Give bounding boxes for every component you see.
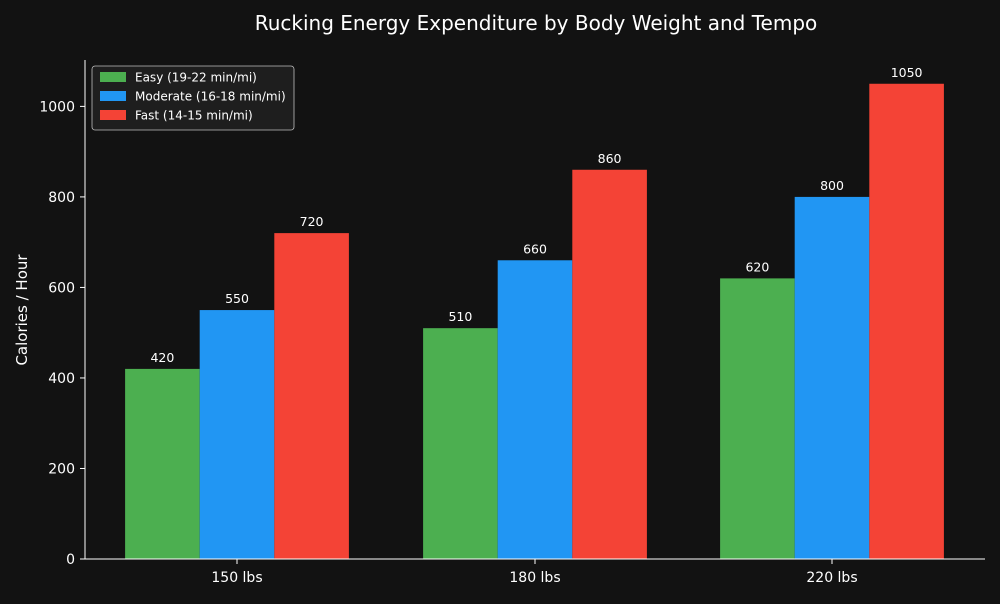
y-tick-label: 600 <box>48 280 75 296</box>
y-axis-label: Calories / Hour <box>13 254 31 366</box>
legend-label: Fast (14-15 min/mi) <box>135 109 253 123</box>
value-labels-layer: 420 510 620 550 660 800 720 860 1050 <box>150 65 922 365</box>
x-tick-label: 220 lbs <box>806 570 857 586</box>
y-tick-label: 0 <box>66 552 75 568</box>
bar-value-label: 800 <box>820 178 844 193</box>
bar-value-label: 720 <box>300 214 324 229</box>
legend-box <box>91 65 295 131</box>
bars-layer <box>125 83 944 559</box>
legend-swatch <box>100 110 126 120</box>
bar-180-lbs-moderate <box>497 260 573 559</box>
chart-title: Rucking Energy Expenditure by Body Weigh… <box>255 11 818 35</box>
bar-value-label: 550 <box>225 291 249 306</box>
y-tick-label: 400 <box>48 371 75 387</box>
x-tick-label: 180 lbs <box>509 570 560 586</box>
legend-label: Easy (19-22 min/mi) <box>135 71 257 85</box>
bar-180-lbs-fast <box>572 169 647 559</box>
bar-value-label: 1050 <box>891 65 923 80</box>
legend: Easy (19-22 min/mi) Moderate (16-18 min/m… <box>91 65 295 131</box>
x-tick-label: 150 lbs <box>211 570 262 586</box>
bar-150-lbs-moderate <box>199 310 275 559</box>
bar-180-lbs-easy <box>423 328 498 559</box>
legend-swatch <box>100 91 126 101</box>
bar-value-label: 660 <box>523 241 547 256</box>
y-tick-label: 1000 <box>39 99 75 115</box>
bar-220-lbs-easy <box>720 278 795 559</box>
bar-value-label: 510 <box>448 309 472 324</box>
bar-150-lbs-easy <box>125 368 200 559</box>
y-tick-label: 800 <box>48 190 75 206</box>
bar-value-label: 860 <box>598 151 622 166</box>
bar-150-lbs-fast <box>274 233 349 559</box>
bar-value-label: 620 <box>745 259 769 274</box>
bar-220-lbs-fast <box>869 83 944 559</box>
legend-label: Moderate (16-18 min/mi) <box>135 90 286 104</box>
bar-value-label: 420 <box>150 350 174 365</box>
legend-swatch <box>100 72 126 82</box>
y-tick-label: 200 <box>48 461 75 477</box>
bar-220-lbs-moderate <box>794 196 870 559</box>
axes-layer: 0 200 400 600 800 1000 150 lbs 180 lbs 220 lbs <box>39 60 985 586</box>
